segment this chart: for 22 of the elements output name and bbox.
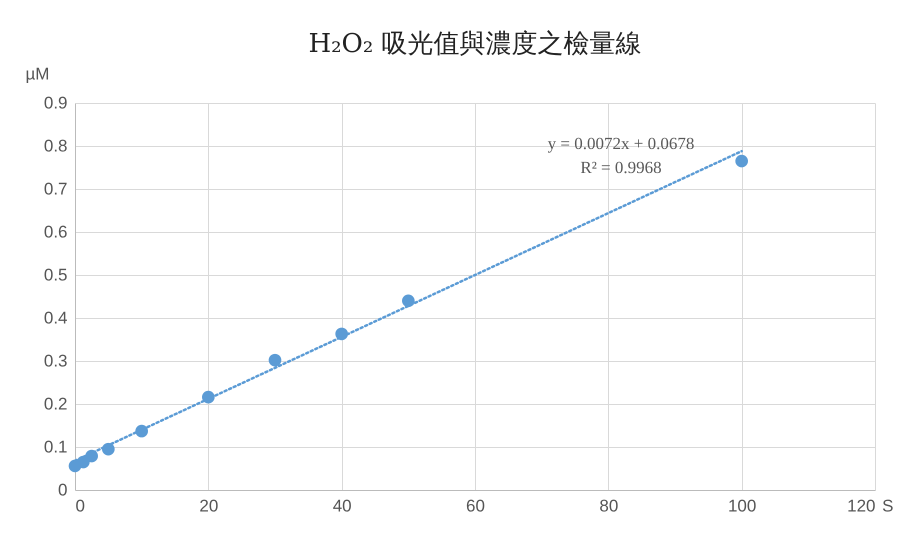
x-tick-label: 100 — [728, 496, 756, 516]
y-tick-label: 0.6 — [44, 222, 68, 242]
x-tick-label: 40 — [332, 496, 352, 516]
y-tick-label: 0.8 — [44, 136, 68, 156]
x-tick-label: 0 — [76, 496, 85, 516]
y-tick-label: 0.9 — [44, 94, 68, 112]
y-tick-label: 0.2 — [44, 394, 68, 414]
annotation: R² = 0.9968 — [580, 158, 662, 177]
y-tick-label: 0.5 — [44, 266, 68, 284]
x-tick-label: 20 — [199, 496, 218, 516]
y-tick-label: 0 — [58, 480, 68, 500]
y-tick-label: 0.1 — [44, 438, 68, 456]
y-tick-label: 0.7 — [44, 180, 68, 198]
y-axis-title: µM — [26, 64, 50, 84]
x-tick-label: 80 — [599, 496, 618, 516]
chart-title: H₂O₂ 吸光值與濃度之檢量線 — [308, 29, 642, 59]
annotation: y = 0.0072x + 0.0678 — [548, 134, 694, 153]
y-tick-label: 0.4 — [44, 308, 68, 328]
x-tick-label: 120 — [847, 496, 876, 516]
y-tick-label: 0.3 — [44, 352, 68, 370]
x-tick-label: 60 — [466, 496, 485, 516]
x-axis-title: S — [882, 496, 894, 516]
